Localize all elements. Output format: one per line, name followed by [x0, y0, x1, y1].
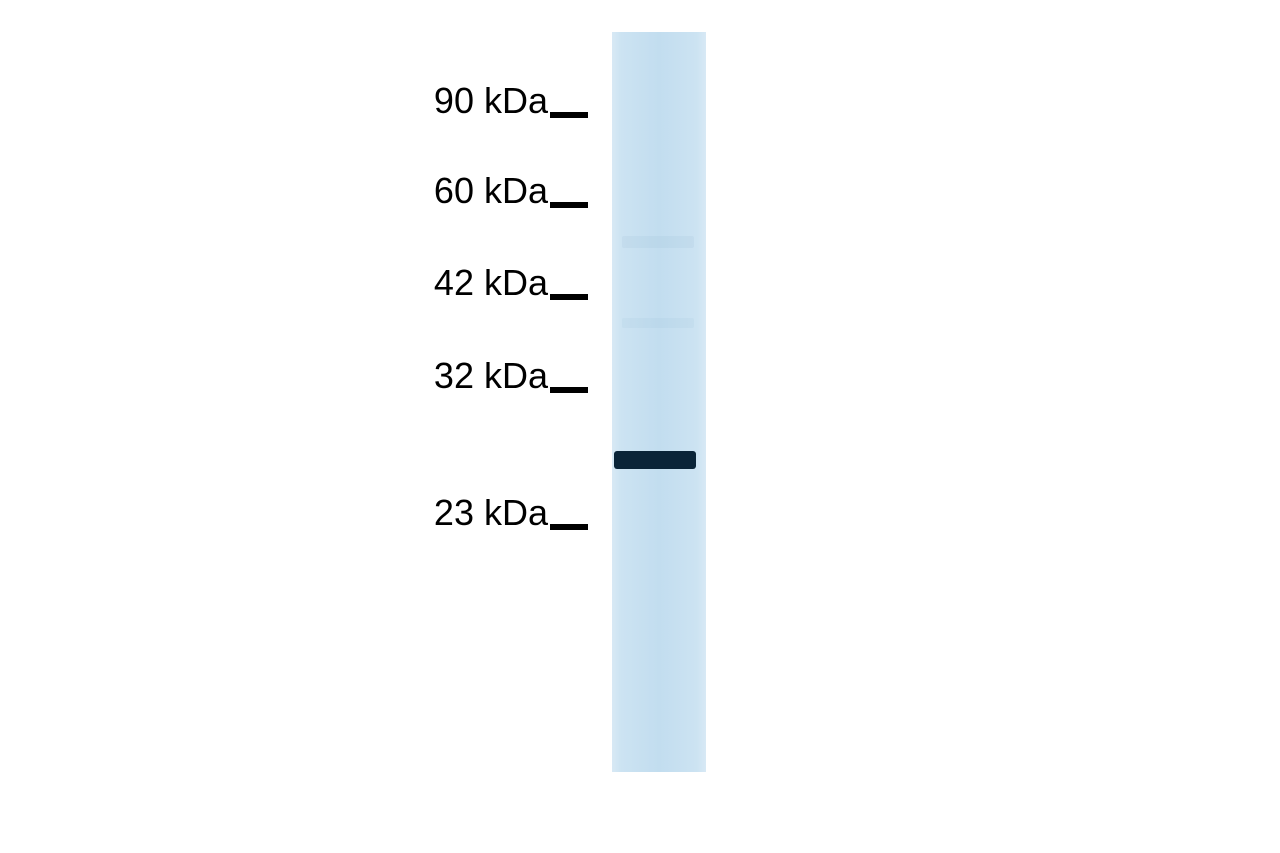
- ladder-label-23: 23 kDa: [434, 492, 548, 534]
- ladder-tick-32: [550, 387, 588, 393]
- ladder-label-32: 32 kDa: [434, 355, 548, 397]
- ladder-tick-60: [550, 202, 588, 208]
- ladder-tick-42: [550, 294, 588, 300]
- protein-band-main: [614, 451, 696, 469]
- faint-band-2: [622, 318, 694, 328]
- faint-band-1: [622, 236, 694, 248]
- ladder-label-90: 90 kDa: [434, 80, 548, 122]
- ladder-tick-23: [550, 524, 588, 530]
- ladder-label-60: 60 kDa: [434, 170, 548, 212]
- ladder-label-42: 42 kDa: [434, 262, 548, 304]
- blot-lane: [612, 32, 706, 772]
- ladder-tick-90: [550, 112, 588, 118]
- western-blot-figure: 90 kDa 60 kDa 42 kDa 32 kDa 23 kDa: [0, 0, 1280, 853]
